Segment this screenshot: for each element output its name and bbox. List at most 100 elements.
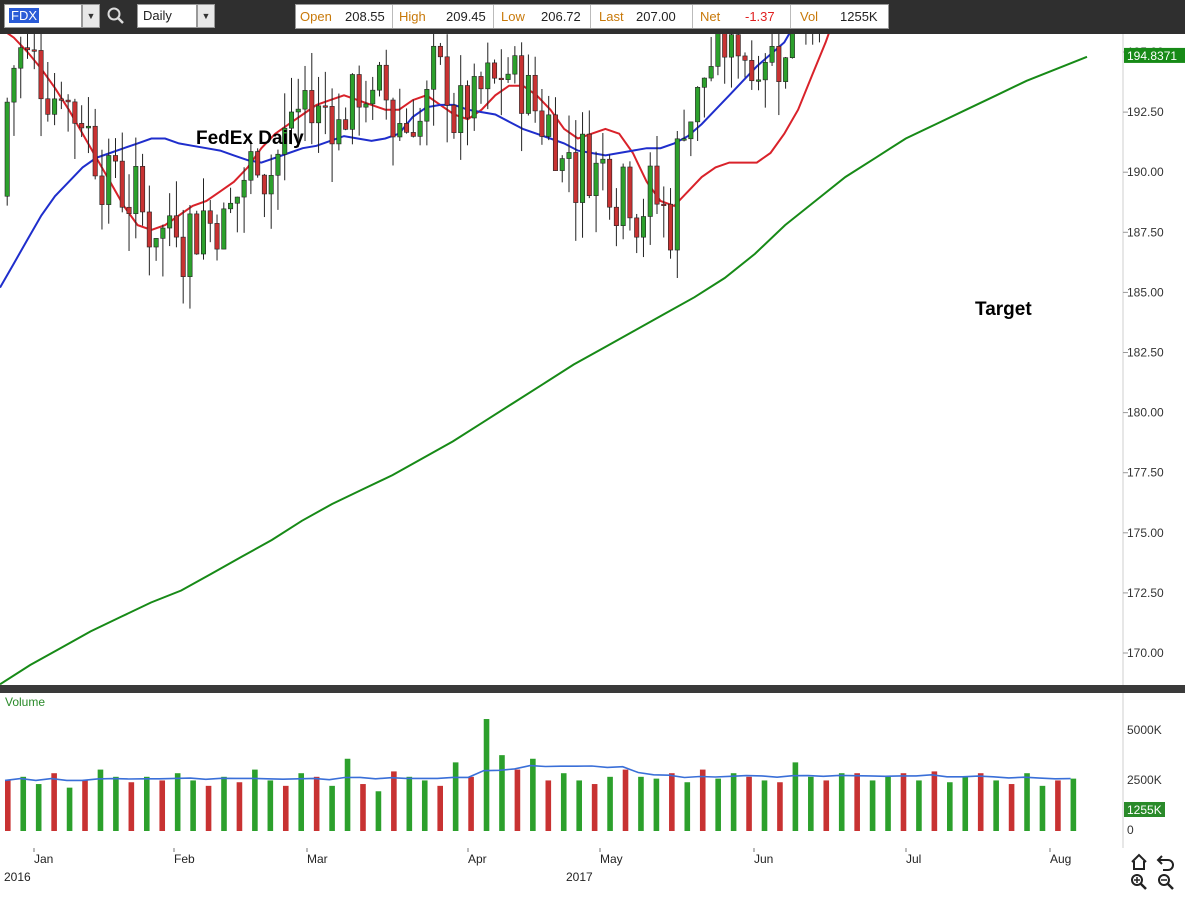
candle-body bbox=[376, 64, 382, 91]
volume-axis: 5000K 2500K 0 bbox=[1127, 723, 1162, 837]
low-label: Low bbox=[501, 9, 525, 24]
volume-bar bbox=[252, 769, 258, 831]
volume-bar bbox=[113, 776, 119, 831]
year-label: 2017 bbox=[566, 870, 593, 884]
zoom-in-icon[interactable] bbox=[1129, 872, 1149, 892]
volume-bar bbox=[1008, 784, 1015, 831]
month-label: May bbox=[600, 852, 623, 866]
candle-body bbox=[288, 111, 294, 129]
volume-bar bbox=[638, 776, 644, 831]
last-value: 207.00 bbox=[636, 9, 676, 24]
volume-tick-label: 5000K bbox=[1127, 723, 1162, 737]
period-select[interactable]: Daily bbox=[137, 4, 197, 28]
price-tick-label: 182.50 bbox=[1127, 346, 1164, 360]
candle-body bbox=[92, 125, 98, 177]
volume-bar bbox=[159, 780, 166, 831]
volume-bar bbox=[205, 785, 212, 831]
candle-body bbox=[519, 55, 525, 114]
vol-value: 1255K bbox=[840, 9, 878, 24]
price-tick-label: 187.50 bbox=[1127, 225, 1164, 239]
volume-bar bbox=[823, 780, 830, 831]
candle-body bbox=[756, 79, 762, 82]
candle-body bbox=[397, 123, 403, 138]
month-label: Jul bbox=[906, 852, 921, 866]
price-chart[interactable]: 170.00 172.50 175.00 177.50 180.00 182.50 185.… bbox=[0, 0, 1185, 686]
volume-bar bbox=[808, 776, 814, 831]
volume-title: Volume bbox=[5, 695, 45, 709]
candle-body bbox=[106, 155, 112, 205]
candle-body bbox=[451, 104, 457, 133]
volume-bar bbox=[715, 778, 721, 831]
candle-body bbox=[241, 179, 247, 198]
volume-bar bbox=[854, 773, 860, 831]
volume-bar bbox=[792, 762, 799, 831]
volume-bar bbox=[51, 773, 57, 831]
volume-bar bbox=[236, 782, 243, 831]
candle-body bbox=[586, 133, 592, 196]
candle-body bbox=[512, 55, 518, 75]
panel-divider[interactable] bbox=[0, 685, 1185, 693]
month-label: Jun bbox=[754, 852, 773, 866]
volume-bar bbox=[66, 787, 73, 831]
volume-bar bbox=[730, 773, 737, 831]
ma-line-sma200 bbox=[0, 55, 1088, 686]
volume-tag: 1255K bbox=[1124, 802, 1165, 817]
volume-bar bbox=[560, 773, 567, 831]
search-icon[interactable] bbox=[106, 6, 126, 26]
candle-body bbox=[4, 101, 10, 197]
volume-bar bbox=[591, 784, 598, 831]
candle-body bbox=[640, 216, 646, 238]
volume-chart[interactable]: Volume 5000K 2500K 0 1255K bbox=[0, 693, 1185, 848]
zoom-out-icon[interactable] bbox=[1156, 872, 1176, 892]
candle-body bbox=[634, 217, 640, 238]
candle-body bbox=[613, 206, 619, 226]
candle-body bbox=[580, 133, 586, 203]
candle-body bbox=[79, 123, 85, 129]
period-dropdown-icon[interactable]: ▼ bbox=[197, 4, 215, 28]
candle-body bbox=[390, 99, 396, 138]
candle-body bbox=[349, 74, 355, 130]
candle-body bbox=[214, 223, 220, 250]
volume-tick-label: 2500K bbox=[1127, 773, 1162, 787]
price-tick-label: 180.00 bbox=[1127, 406, 1164, 420]
volume-bar bbox=[329, 785, 335, 831]
candle-body bbox=[607, 158, 613, 208]
price-axis: 170.00 172.50 175.00 177.50 180.00 182.50 185.… bbox=[1123, 45, 1164, 660]
last-label: Last bbox=[599, 9, 624, 24]
candle-body bbox=[25, 47, 31, 51]
candle-body bbox=[187, 213, 193, 277]
volume-average bbox=[4, 764, 1071, 782]
candle-body bbox=[728, 34, 734, 58]
candle-body bbox=[417, 120, 423, 137]
candle-body bbox=[464, 85, 470, 119]
volume-bar bbox=[468, 776, 474, 831]
candle-body bbox=[322, 105, 328, 108]
candle-body bbox=[363, 103, 369, 108]
price-panel[interactable]: 170.00 172.50 175.00 177.50 180.00 182.50 185.… bbox=[0, 0, 1185, 686]
ticker-input[interactable]: FDX bbox=[4, 4, 82, 28]
candle-body bbox=[336, 119, 342, 145]
candle-body bbox=[674, 138, 680, 251]
volume-bar bbox=[576, 780, 582, 831]
month-label: Feb bbox=[174, 852, 195, 866]
volume-bar bbox=[1024, 773, 1030, 831]
candle-body bbox=[18, 47, 24, 69]
high-label: High bbox=[399, 9, 426, 24]
volume-panel[interactable]: Volume 5000K 2500K 0 1255K bbox=[0, 693, 1185, 848]
open-label: Open bbox=[300, 9, 332, 24]
ticker-dropdown-icon[interactable]: ▼ bbox=[82, 4, 100, 28]
vol-label: Vol bbox=[800, 9, 819, 24]
volume-bar bbox=[437, 785, 443, 831]
volume-bar bbox=[699, 769, 706, 831]
volume-bar bbox=[267, 780, 274, 831]
volume-bar bbox=[931, 771, 938, 831]
candle-body bbox=[431, 45, 437, 90]
volume-bar bbox=[869, 780, 876, 831]
home-icon[interactable] bbox=[1129, 852, 1149, 872]
volume-bar bbox=[669, 773, 675, 831]
volume-bar bbox=[221, 776, 227, 831]
candle-body bbox=[776, 46, 782, 82]
candle-body bbox=[255, 151, 261, 176]
undo-icon[interactable] bbox=[1156, 852, 1176, 872]
